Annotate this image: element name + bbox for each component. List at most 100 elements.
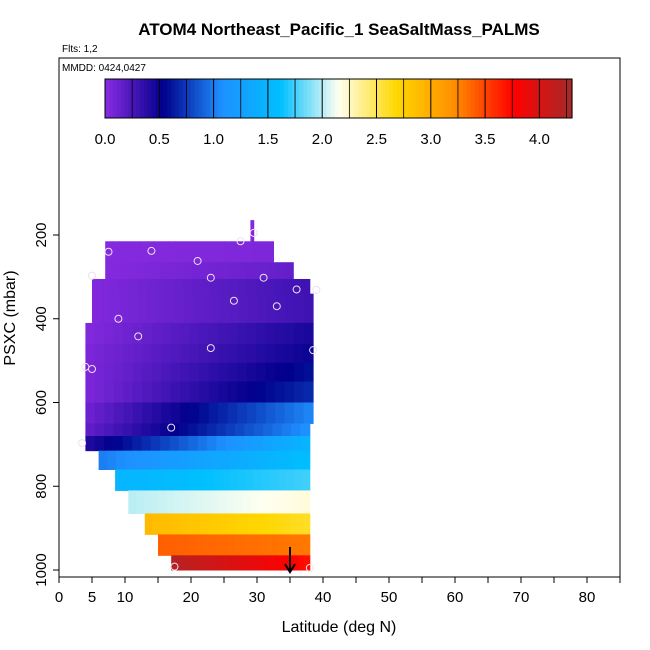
heatmap-cell (214, 262, 224, 280)
colorbar-tick-label: 4.0 (529, 131, 550, 148)
colorbar-swatch (525, 79, 530, 118)
heatmap-cell (180, 402, 191, 424)
heatmap-cell (244, 423, 255, 437)
heatmap-cell (279, 490, 288, 514)
colorbar-swatch (330, 79, 336, 118)
heatmap-cell (128, 278, 138, 295)
colorbar-swatch (252, 79, 258, 118)
heatmap-cell (285, 262, 294, 280)
colorbar-swatch (412, 79, 417, 118)
heatmap-cell (278, 534, 285, 556)
heatmap-cell (94, 402, 105, 424)
heatmap-cell (165, 293, 176, 324)
heatmap-cell (303, 343, 314, 364)
heatmap-cell (139, 469, 149, 491)
heatmap-cell (303, 362, 314, 383)
heatmap-cell (160, 262, 169, 280)
colorbar-tick-label: 0.5 (149, 131, 170, 148)
heatmap-cell (182, 555, 190, 571)
heatmap-cell (104, 423, 114, 437)
colorbar-swatch (159, 79, 164, 118)
heatmap-cell (230, 450, 240, 470)
heatmap-cell (246, 322, 257, 345)
heatmap-cell (261, 262, 271, 280)
heatmap-cell (213, 513, 221, 535)
colorbar-swatch (190, 79, 196, 118)
heatmap-cell (122, 436, 133, 452)
colorbar-swatch (447, 79, 452, 118)
heatmap-cell (195, 534, 203, 556)
heatmap-cell (197, 436, 208, 452)
dates-label: MMDD: 0424,0427 (62, 63, 146, 74)
heatmap-cell (237, 402, 248, 424)
heatmap-cell (104, 322, 115, 345)
colorbar-swatch (400, 79, 406, 118)
colorbar-swatch (171, 79, 176, 118)
heatmap-cell (252, 241, 260, 263)
heatmap-cell (208, 381, 219, 403)
colorbar-swatch (124, 79, 129, 118)
colorbar-swatch (435, 79, 441, 118)
heatmap-cell (217, 555, 224, 571)
heatmap-cell (284, 534, 292, 556)
sample-point (88, 365, 96, 373)
heatmap-cell (230, 293, 240, 324)
heatmap-cell (161, 381, 172, 403)
heatmap-cell (104, 362, 115, 383)
heatmap-cell (230, 262, 239, 280)
heatmap-cell (277, 262, 286, 280)
sample-point (236, 237, 245, 246)
heatmap-cell (165, 513, 173, 535)
sample-point (170, 562, 179, 571)
heatmap-cell (105, 241, 113, 263)
heatmap-cell (205, 555, 213, 571)
y-tick-label: 800 (33, 474, 50, 499)
heatmap-cell (107, 450, 117, 470)
sample-point (206, 273, 215, 282)
heatmap-cell (199, 402, 210, 424)
sample-point (78, 439, 87, 448)
heatmap-cell (123, 322, 134, 345)
colorbar-swatch (210, 79, 215, 118)
heatmap-cell (133, 450, 144, 470)
heatmap-cell (180, 469, 189, 491)
colorbar-swatch (287, 79, 293, 118)
flights-label: Flts: 1,2 (62, 44, 98, 55)
heatmap-cell (275, 402, 286, 424)
heatmap-cell (224, 241, 232, 263)
colorbar-swatch (540, 79, 546, 118)
heatmap-cell (292, 555, 299, 571)
colorbar-swatch (385, 79, 390, 118)
heatmap-cell (208, 322, 219, 345)
heatmap-cell (241, 513, 249, 535)
heatmap-cell (119, 293, 130, 324)
heatmap-cell (197, 423, 208, 437)
sample-points (78, 228, 321, 572)
colorbar-swatch (361, 79, 367, 118)
colorbar-swatch (420, 79, 425, 118)
sample-point (134, 332, 143, 341)
heatmap-cell (246, 555, 253, 571)
heatmap-cell (238, 241, 246, 263)
heatmap-cell (289, 513, 297, 535)
heatmap-cell (237, 278, 247, 295)
heatmap-cell (125, 450, 135, 470)
heatmap-cell (227, 343, 238, 364)
heatmap-cell (210, 241, 218, 263)
heatmap-cell (132, 402, 143, 424)
colorbar-swatch (112, 79, 118, 118)
y-tick-label: 200 (33, 222, 50, 247)
heatmap-cell (259, 534, 267, 556)
heatmap-cell (294, 322, 305, 345)
heatmap-cell (263, 436, 273, 452)
heatmap-cell (276, 293, 286, 324)
heatmap-cell (294, 293, 305, 324)
heatmap-cell (234, 513, 242, 535)
heatmap-cell (176, 534, 184, 556)
colorbar-swatch (350, 79, 355, 118)
heatmap-cell (246, 362, 257, 383)
heatmap-cell (265, 322, 276, 345)
heatmap-cell (101, 278, 111, 295)
sample-point (305, 563, 314, 572)
heatmap-cell (158, 534, 165, 556)
